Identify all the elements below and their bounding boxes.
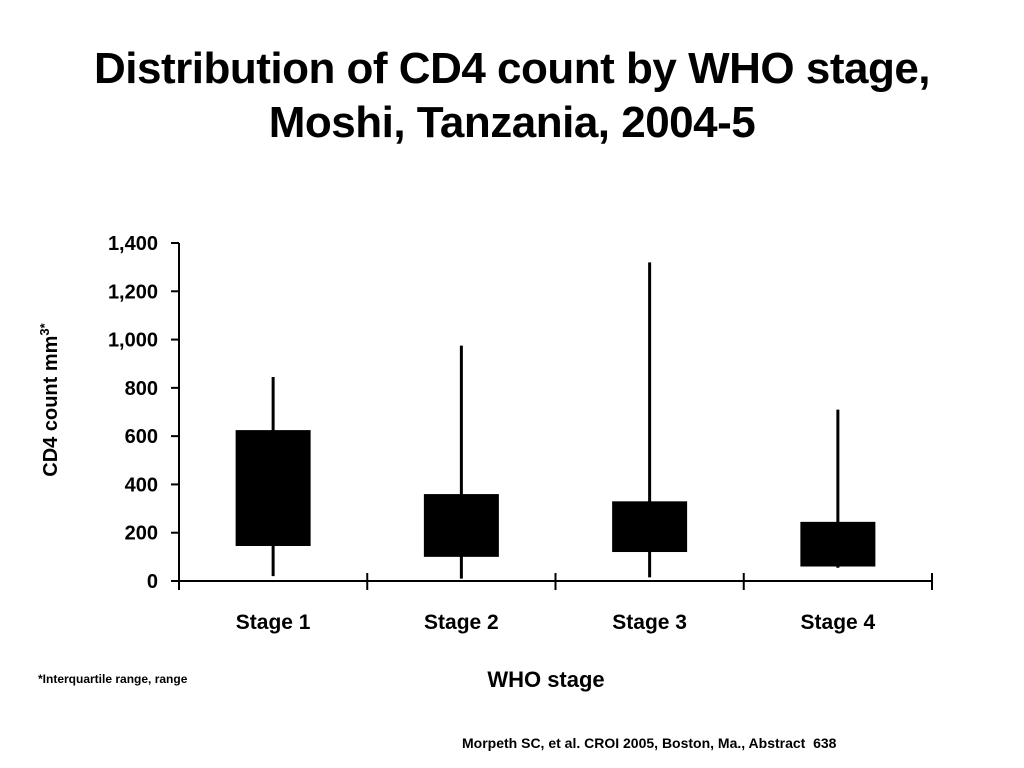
y-axis-title-superscript: 3* <box>37 322 52 335</box>
y-tick-label: 400 <box>125 474 158 496</box>
y-tick-label: 0 <box>147 571 158 593</box>
y-tick-label: 600 <box>125 426 158 448</box>
citation: Morpeth SC, et al. CROI 2005, Boston, Ma… <box>462 735 837 751</box>
labels-layer: WHO stage CD4 count mm3* <box>37 322 605 692</box>
iqr-box <box>235 430 311 546</box>
y-tick-label: 1,200 <box>108 281 158 303</box>
y-tick-label: 1,400 <box>108 233 158 255</box>
y-tick-label: 1,000 <box>108 330 158 352</box>
x-category-label: Stage 2 <box>424 611 499 634</box>
iqr-box <box>800 521 876 567</box>
y-tick-label: 800 <box>125 378 158 400</box>
x-category-label: Stage 4 <box>801 611 876 634</box>
slide-title: Distribution of CD4 count by WHO stage, … <box>0 42 1024 150</box>
iqr-box <box>612 501 688 553</box>
x-axis-title: WHO stage <box>487 667 604 692</box>
title-line-1: Distribution of CD4 count by WHO stage, <box>93 44 931 93</box>
y-tick-label: 200 <box>125 523 158 545</box>
title-line-2: Moshi, Tanzania, 2004-5 <box>268 98 756 147</box>
boxes-layer <box>235 262 876 579</box>
y-axis-title: CD4 count mm3* <box>37 322 62 476</box>
ticks-layer: 0 200 400 600 800 1,000 1,200 1,400 Stage 1 Stage… <box>108 233 933 634</box>
footnote: *Interquartile range, range <box>38 672 188 686</box>
x-category-label: Stage 3 <box>612 611 687 634</box>
iqr-box <box>423 494 499 557</box>
y-axis-title-main: CD4 count mm <box>40 336 62 477</box>
x-category-label: Stage 1 <box>236 611 311 634</box>
